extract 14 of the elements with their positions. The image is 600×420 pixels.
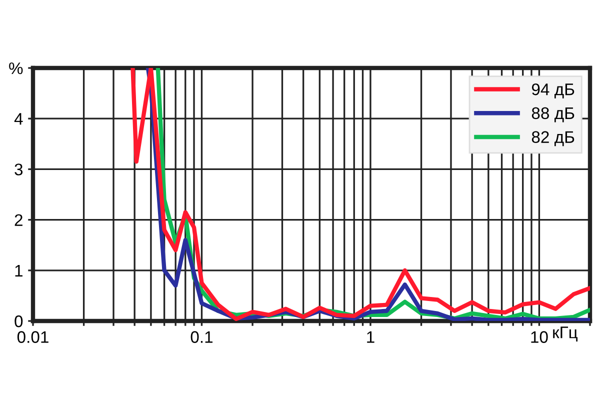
legend-label: 88 дБ	[532, 107, 574, 122]
x-tick-label: 1	[367, 331, 374, 343]
y-tick-label: 4	[14, 113, 23, 125]
x-tick-label: 0.1	[190, 331, 213, 343]
y-tick-label: 3	[14, 164, 23, 176]
x-tick-label: 0.01	[17, 331, 48, 343]
y-tick-label: 0	[14, 315, 23, 328]
y-tick-label: %	[9, 62, 23, 74]
y-tick-label: 1	[15, 264, 22, 276]
x-axis-title: кГц	[553, 326, 578, 342]
x-tick-label: 10	[531, 331, 548, 343]
legend-label: 94 дБ	[532, 83, 574, 98]
legend-label: 82 дБ	[532, 131, 574, 146]
y-tick-label: 2	[14, 214, 22, 226]
